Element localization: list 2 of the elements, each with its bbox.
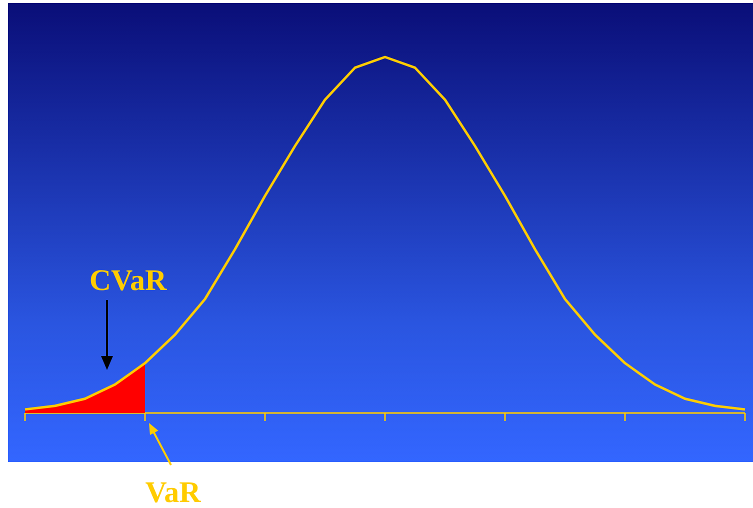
- annotation: CVaR: [89, 264, 167, 297]
- text: VaR: [145, 476, 202, 508]
